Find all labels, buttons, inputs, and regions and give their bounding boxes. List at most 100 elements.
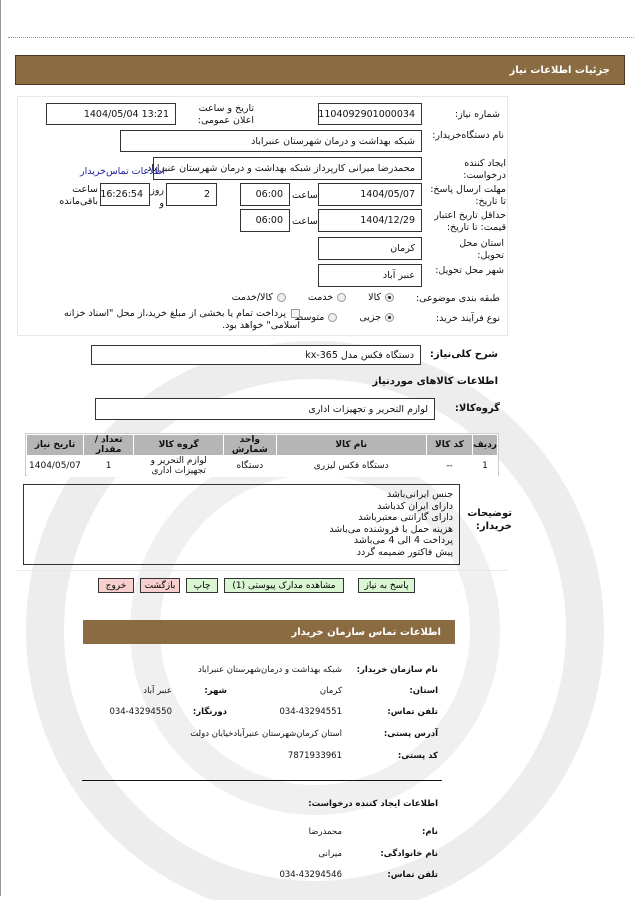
category-goods-radio[interactable]: کالا bbox=[368, 292, 394, 303]
time-remaining-field: 16:26:54 bbox=[100, 183, 150, 206]
deadline-date-field: 1404/05/07 bbox=[318, 183, 422, 206]
city-label: شهر: bbox=[204, 686, 227, 696]
table-row: 1 -- دستگاه فکس لیزری دستگاه لوازم التحر… bbox=[26, 455, 498, 477]
treasury-checkbox[interactable]: پرداخت تمام یا بخشی از مبلغ خرید،از محل … bbox=[63, 308, 300, 331]
radio-selected-icon bbox=[385, 313, 394, 322]
city-value: عنبر آباد bbox=[143, 686, 172, 696]
watermark-logo bbox=[26, 341, 604, 900]
contact-divider bbox=[82, 780, 442, 781]
col-unit: واحد شمارش bbox=[223, 434, 277, 456]
exit-button[interactable]: خروج bbox=[98, 578, 134, 593]
divider bbox=[8, 37, 634, 38]
table-header-row: ردیف کد کالا نام کالا واحد شمارش گروه کا… bbox=[26, 434, 498, 456]
process-minor-radio[interactable]: جزیی bbox=[359, 312, 394, 323]
city-label: شهر محل تحویل: bbox=[435, 265, 504, 276]
fax-value: 034-43294550 bbox=[109, 707, 172, 717]
time-remaining-label: ساعت باقی‌مانده bbox=[59, 184, 98, 207]
province-label: استان: bbox=[409, 686, 438, 696]
announce-label: تاریخ و ساعت اعلان عمومی: bbox=[197, 103, 254, 126]
city-field: عنبر آباد bbox=[318, 264, 422, 287]
goods-group-label: گروه‌کالا: bbox=[454, 403, 500, 414]
need-number-field: 1104092901000034 bbox=[318, 103, 422, 125]
creator-phone-label: تلفن تماس: bbox=[387, 870, 438, 880]
days-label: روز bbox=[150, 185, 164, 196]
back-button[interactable]: بازگشت bbox=[140, 578, 180, 593]
creator-phone-value: 034-43294546 bbox=[279, 870, 342, 880]
category-service-radio[interactable]: خدمت bbox=[308, 292, 347, 303]
name-label: نام: bbox=[421, 827, 438, 837]
description-line: جنس ایرانی‌باشد bbox=[386, 489, 453, 500]
cell-name: دستگاه فکس لیزری bbox=[276, 455, 427, 477]
address-label: آدرس پستی: bbox=[383, 729, 438, 739]
validity-time-label: ساعت bbox=[292, 216, 318, 227]
radio-icon bbox=[328, 313, 338, 322]
buyer-description: جنس ایرانی‌باشد دارای ایران کدباشد دارای… bbox=[23, 484, 460, 565]
description-line: پیش فاکتور ضمیمه گردد bbox=[356, 546, 453, 558]
radio-icon bbox=[337, 293, 347, 302]
fax-label: دورنگار: bbox=[192, 707, 227, 717]
description-line: دارای گارانتی معتبرباشد bbox=[358, 512, 453, 523]
col-name: نام کالا bbox=[275, 434, 427, 456]
page-header: جزئیات اطلاعات نیاز bbox=[15, 55, 625, 85]
summary-label: شرح کلی‌نیاز: bbox=[429, 349, 498, 360]
phone-value: 034-43294551 bbox=[279, 707, 342, 717]
postal-value: 7871933961 bbox=[287, 751, 342, 761]
buyer-contact-link[interactable]: اطلاعات تماس‌خریدار bbox=[80, 166, 165, 177]
radio-selected-icon bbox=[385, 293, 394, 302]
validity-date-field: 1404/12/29 bbox=[318, 209, 422, 232]
province-label: استان محل تحویل: bbox=[459, 238, 504, 261]
col-qty: تعداد / مقدار bbox=[82, 434, 135, 456]
description-line: دارای ایران کدباشد bbox=[377, 500, 453, 512]
cell-code: -- bbox=[426, 455, 473, 477]
announce-field: 1404/05/04 13:21 bbox=[46, 103, 176, 125]
cell-date: 1404/05/07 bbox=[26, 455, 84, 477]
deadline-label: مهلت ارسال پاسخ: تا تاریخ: bbox=[430, 184, 506, 207]
category-both-radio[interactable]: کالا/خدمت bbox=[232, 292, 286, 303]
cell-group: لوازم التحریر و تجهیزات اداری bbox=[133, 455, 224, 477]
view-attachments-button[interactable]: مشاهده مدارک پیوستی (1) bbox=[224, 578, 344, 593]
page-title: جزئیات اطلاعات نیاز bbox=[509, 64, 610, 76]
province-value: کرمان bbox=[319, 686, 342, 696]
description-line: هزینه حمل با فروشنده می‌باشد bbox=[329, 523, 453, 535]
phone-label: تلفن تماس: bbox=[387, 707, 438, 717]
contact-header: اطلاعات تماس سازمان خریدار bbox=[83, 620, 455, 644]
creator-field: محمدرضا میرانی کارپرداز شبکه بهداشت و در… bbox=[147, 157, 422, 180]
days-remaining-field: 2 bbox=[166, 183, 217, 206]
reply-button[interactable]: پاسخ به نیاز bbox=[358, 578, 415, 593]
cell-qty: 1 bbox=[83, 455, 134, 477]
summary-field: دستگاه فکس مدل kx-365 bbox=[91, 345, 421, 365]
province-field: کرمان bbox=[318, 237, 422, 260]
need-details-panel bbox=[17, 96, 508, 336]
validity-label: حداقل تاریخ اعتبار قیمت: تا تاریخ: bbox=[434, 210, 506, 233]
left-border bbox=[0, 0, 1, 896]
radio-icon bbox=[276, 293, 286, 302]
checkbox-icon bbox=[291, 309, 300, 318]
creator-label: ایجاد کننده درخواست: bbox=[463, 158, 506, 181]
process-label: نوع فرآیند خرید: bbox=[435, 313, 500, 324]
print-button[interactable]: چاپ bbox=[186, 578, 218, 593]
org-label: نام سازمان خریدار: bbox=[356, 665, 438, 675]
goods-panel-bottom bbox=[17, 570, 508, 571]
and-label: و bbox=[159, 198, 164, 209]
cell-unit: دستگاه bbox=[223, 455, 277, 477]
process-radio-group: جزیی متوسط bbox=[294, 312, 394, 323]
col-date: تاریخ نیاز bbox=[26, 434, 84, 456]
process-medium-radio[interactable]: متوسط bbox=[294, 312, 338, 323]
deadline-time-label: ساعت bbox=[292, 190, 318, 201]
creator-section-title: اطلاعات ایجاد کننده درخواست: bbox=[308, 799, 438, 809]
postal-label: کد پستی: bbox=[397, 751, 438, 761]
col-group: گروه کالا bbox=[133, 434, 225, 456]
description-line: پرداخت 4 الی 4 می‌باشد bbox=[353, 535, 453, 546]
validity-time-field: 06:00 bbox=[240, 209, 290, 232]
goods-table: ردیف کد کالا نام کالا واحد شمارش گروه کا… bbox=[26, 434, 498, 477]
col-code: کد کالا bbox=[425, 434, 474, 456]
family-value: میرانی bbox=[318, 849, 342, 859]
need-number-label: شماره نیاز: bbox=[454, 109, 500, 120]
deadline-time-field: 06:00 bbox=[240, 183, 290, 206]
category-label: طبقه بندی موضوعی: bbox=[415, 293, 500, 304]
family-label: نام خانوادگی: bbox=[380, 849, 438, 859]
address-value: استان کرمان‌شهرستان عنبرآبادخیابان دولت bbox=[190, 729, 342, 739]
col-row: ردیف bbox=[472, 434, 498, 456]
name-value: محمدرضا bbox=[308, 827, 342, 837]
category-radio-group: کالا خدمت کالا/خدمت bbox=[232, 292, 394, 303]
